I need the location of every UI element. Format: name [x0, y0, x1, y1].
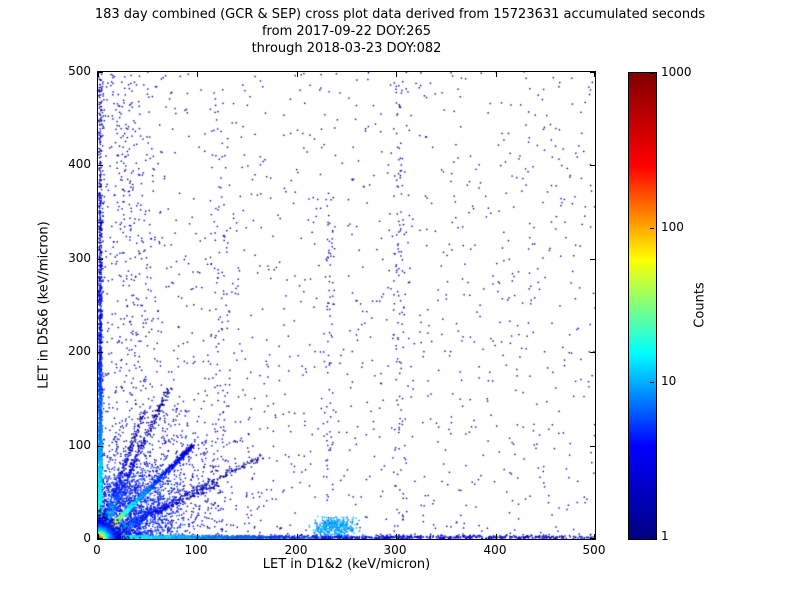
x-tick: [297, 72, 298, 77]
x-tick-label: 200: [284, 543, 308, 557]
x-tick: [98, 72, 99, 77]
y-tick: [98, 165, 103, 166]
colorbar: [628, 72, 657, 540]
x-tick: [197, 534, 198, 539]
x-tick: [98, 534, 99, 539]
x-tick-label: 400: [483, 543, 507, 557]
x-tick: [297, 534, 298, 539]
y-tick-label: 0: [83, 531, 91, 545]
y-tick: [98, 538, 103, 539]
colorbar-tick-label: 100: [661, 220, 684, 234]
y-tick: [590, 446, 595, 447]
x-axis-label: LET in D1&2 (keV/micron): [262, 557, 431, 572]
plot-area: [97, 71, 596, 540]
colorbar-tick: [650, 228, 654, 229]
x-tick: [496, 72, 497, 77]
y-tick: [590, 352, 595, 353]
y-tick: [590, 538, 595, 539]
x-tick: [396, 72, 397, 77]
colorbar-tick: [650, 73, 654, 74]
colorbar-gradient: [629, 73, 656, 539]
y-tick-label: 300: [68, 251, 91, 265]
y-tick-label: 200: [68, 344, 91, 358]
y-tick: [590, 72, 595, 73]
x-tick: [496, 534, 497, 539]
x-tick: [197, 72, 198, 77]
scatter-points-canvas: [98, 72, 595, 539]
colorbar-tick-label: 1: [661, 529, 669, 543]
y-tick: [98, 72, 103, 73]
colorbar-tick-label: 1000: [661, 65, 692, 79]
colorbar-tick-label: 10: [661, 374, 677, 388]
y-tick: [590, 259, 595, 260]
x-tick: [594, 534, 595, 539]
y-tick: [98, 446, 103, 447]
x-tick-label: 300: [383, 543, 407, 557]
x-tick-label: 100: [184, 543, 208, 557]
y-tick: [98, 259, 103, 260]
x-tick-label: 500: [582, 543, 606, 557]
colorbar-tick: [650, 537, 654, 538]
colorbar-label: Counts: [692, 282, 708, 328]
y-tick: [98, 352, 103, 353]
y-axis-label: LET in D5&6 (keV/micron): [36, 221, 52, 389]
chart-title-line-2: from 2017-09-22 DOY:265: [261, 24, 431, 39]
chart-title-line-3: through 2018-03-23 DOY:082: [251, 41, 442, 56]
y-tick: [590, 165, 595, 166]
y-tick-label: 400: [68, 157, 91, 171]
y-tick-label: 100: [68, 438, 91, 452]
x-tick: [594, 72, 595, 77]
chart-title-line-1: 183 day combined (GCR & SEP) cross plot …: [94, 7, 706, 22]
y-tick-label: 500: [68, 64, 91, 78]
x-tick-label: 0: [93, 543, 101, 557]
colorbar-tick: [650, 382, 654, 383]
x-tick: [396, 534, 397, 539]
